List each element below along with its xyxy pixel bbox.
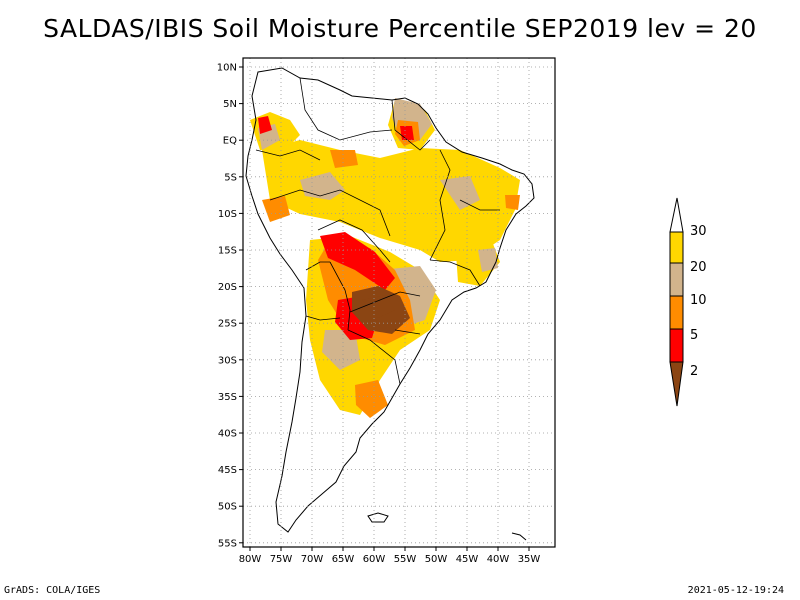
lon-tick-label: 65W <box>332 554 355 565</box>
colorbar-segment-5-10 <box>669 295 684 330</box>
lat-tick-label: 5S <box>224 172 237 183</box>
plot-frame <box>242 57 556 548</box>
footer-credit: GrADS: COLA/IGES <box>4 585 101 596</box>
lat-tick-label: 10N <box>217 63 237 74</box>
graticule <box>243 58 555 547</box>
coastline <box>245 67 535 533</box>
lat-tick-label: 20S <box>218 282 237 293</box>
falkland-islands <box>367 512 389 523</box>
percentile-shading <box>250 98 520 418</box>
colorbar-segment-10-20 <box>669 262 684 297</box>
lat-tick-label: 30S <box>218 355 237 366</box>
lat-tick-label: 35S <box>218 392 237 403</box>
lon-tick-label: 50W <box>425 554 448 565</box>
colorbar-label-5: 5 <box>690 328 698 343</box>
lat-tick-label: 10S <box>218 209 237 220</box>
colorbar: 30 20 10 5 2 <box>669 197 707 407</box>
lon-tick-label: 80W <box>239 554 262 565</box>
colorbar-label-20: 20 <box>690 260 707 275</box>
lat-tick-label: 5N <box>223 99 237 110</box>
colorbar-arrow-bottom <box>669 361 684 407</box>
lat-tick-label: 15S <box>218 246 237 257</box>
map-title: SALDAS/IBIS Soil Moisture Percentile SEP… <box>43 14 757 43</box>
colorbar-segment-2-5 <box>669 328 684 363</box>
lat-tick-label: 50S <box>218 502 237 513</box>
colorbar-arrow-top <box>669 197 684 233</box>
lon-tick-label: 55W <box>394 554 417 565</box>
lat-tick-label: 45S <box>218 465 237 476</box>
lat-tick-label: 55S <box>218 538 237 549</box>
lon-tick-label: 40W <box>487 554 510 565</box>
colorbar-segment-20-30 <box>669 231 684 264</box>
country-borders <box>255 77 500 385</box>
colorbar-label-10: 10 <box>690 293 707 308</box>
lat-tick-label: 40S <box>218 429 237 440</box>
lon-tick-label: 75W <box>270 554 293 565</box>
latitude-axis: 10N 5N EQ 5S 10S 15S 20S 25S 30S 35S 40S 45S 50S 55S <box>217 63 243 549</box>
lon-tick-label: 70W <box>301 554 324 565</box>
lat-tick-label: EQ <box>223 136 237 147</box>
lon-tick-label: 60W <box>363 554 386 565</box>
lat-tick-label: 25S <box>218 319 237 330</box>
colorbar-label-2: 2 <box>690 364 698 379</box>
lon-tick-label: 45W <box>456 554 479 565</box>
longitude-axis: 80W 75W 70W 65W 60W 55W 50W 45W 40W 35W <box>239 547 541 565</box>
colorbar-label-30: 30 <box>690 224 707 239</box>
south-georgia-island <box>511 532 527 541</box>
footer-timestamp: 2021-05-12-19:24 <box>687 585 784 596</box>
lon-tick-label: 35W <box>518 554 541 565</box>
